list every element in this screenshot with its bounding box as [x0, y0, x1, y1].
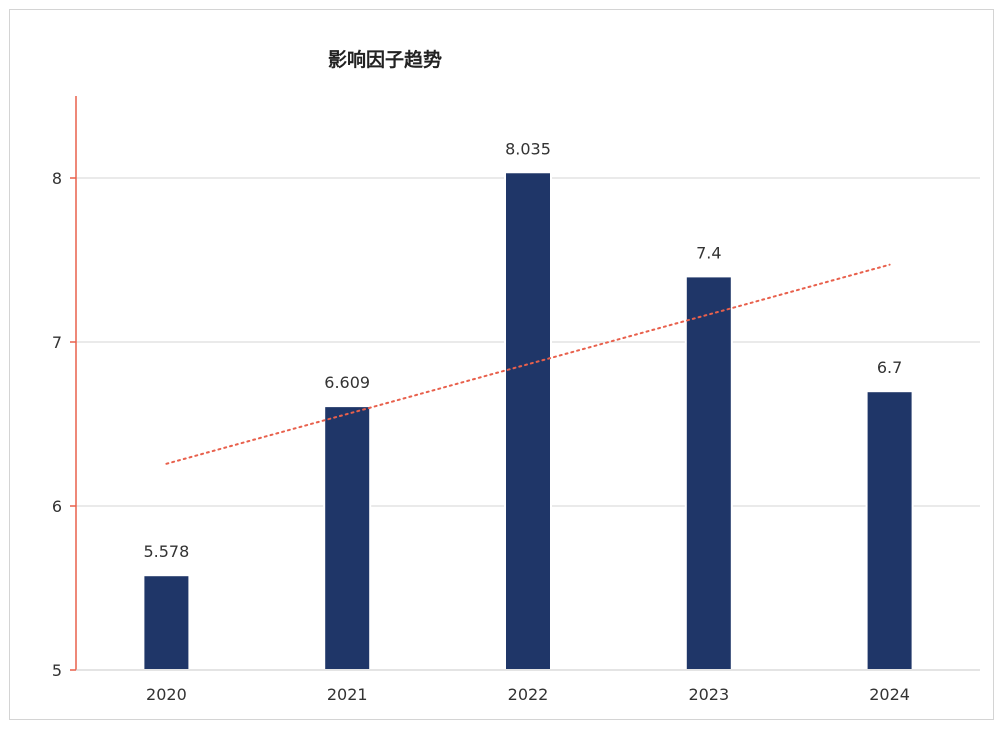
- data-label: 5.578: [143, 542, 189, 561]
- data-labels: 5.578 6.609 8.035 7.4 6.7: [143, 139, 902, 561]
- x-tick-label: 2024: [869, 685, 910, 704]
- x-tick-label: 2023: [688, 685, 729, 704]
- data-label: 8.035: [505, 139, 551, 158]
- axes: [75, 96, 980, 671]
- chart-title: 影响因子趋势: [328, 48, 442, 71]
- bar: [323, 405, 372, 671]
- trend-line-group: [165, 263, 891, 465]
- trend-line: [165, 263, 891, 465]
- bar: [684, 275, 733, 671]
- data-label: 6.609: [324, 373, 370, 392]
- x-tick-label: 2020: [146, 685, 187, 704]
- x-axis-ticks: 2020 2021 2022 2023 2024: [146, 685, 910, 704]
- y-tick-label: 6: [52, 497, 62, 516]
- y-tick-label: 8: [52, 169, 62, 188]
- data-label: 6.7: [877, 358, 902, 377]
- x-tick-label: 2022: [508, 685, 549, 704]
- y-tick-label: 7: [52, 333, 62, 352]
- bar: [504, 171, 552, 671]
- y-axis-ticks: 5 6 7 8: [52, 169, 76, 680]
- y-tick-label: 5: [52, 661, 62, 680]
- bars: [142, 171, 914, 672]
- bar: [865, 390, 914, 671]
- bar: [142, 574, 191, 672]
- x-tick-label: 2021: [327, 685, 368, 704]
- data-label: 7.4: [696, 243, 721, 262]
